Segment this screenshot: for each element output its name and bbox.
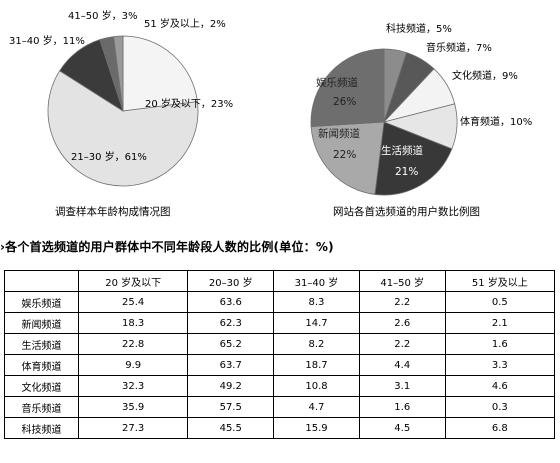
table-cell: 45.5 (187, 417, 275, 439)
row-label: 新闻频道 (4, 312, 79, 334)
row-label: 音乐频道 (4, 396, 79, 418)
table-cell: 8.2 (273, 333, 360, 355)
corner-cell (4, 270, 79, 292)
row-label: 科技频道 (4, 417, 79, 439)
channel-users-pie (310, 48, 458, 196)
table-cell: 10.8 (273, 375, 360, 397)
pie-label-news-name: 新闻频道 (318, 127, 360, 140)
table-cell: 63.6 (187, 291, 275, 313)
table-cell: 4.7 (273, 396, 360, 418)
pie-label-21-30: 21–30 岁，61% (71, 150, 147, 163)
table-row: 新闻频道 18.3 62.3 14.7 2.6 2.1 (4, 312, 556, 334)
row-label: 生活频道 (4, 333, 79, 355)
pie-label-music: 音乐频道，7% (426, 41, 492, 54)
pie-label-culture: 文化频道，9% (452, 69, 518, 82)
table-title: 各个首选频道的用户群体中不同年龄段人数的比例(单位：%) (5, 240, 334, 254)
table-cell: 6.8 (444, 417, 556, 439)
age-pie-slice-1 (47, 70, 199, 187)
table-header-row: 20 岁及以下 20–30 岁 31–40 岁 41–50 岁 51 岁及以上 (4, 270, 556, 292)
age-by-channel-table: 20 岁及以下 20–30 岁 31–40 岁 41–50 岁 51 岁及以上 … (4, 270, 556, 439)
table-row: 生活频道 22.8 65.2 8.2 2.2 1.6 (4, 333, 556, 355)
table-cell: 27.3 (77, 417, 189, 439)
pie-label-41-50: 41–50 岁，3% (68, 9, 138, 22)
table-cell: 57.5 (187, 396, 275, 418)
table-cell: 25.4 (77, 291, 189, 313)
table-cell: 4.6 (444, 375, 556, 397)
table-cell: 18.7 (273, 354, 360, 376)
pie-label-life-name: 生活频道 (381, 144, 423, 157)
age-pie-slice-0 (122, 35, 198, 112)
table-cell: 4.4 (358, 354, 446, 376)
table-cell: 2.1 (444, 312, 556, 334)
row-label: 体育频道 (4, 354, 79, 376)
table-cell: 0.5 (444, 291, 556, 313)
pie-label-ent-name: 娱乐频道 (316, 76, 358, 89)
table-row: 娱乐频道 25.4 63.6 8.3 2.2 0.5 (4, 291, 556, 313)
table-cell: 32.3 (77, 375, 189, 397)
channel-pie-slice-5 (310, 121, 385, 195)
table-cell: 49.2 (187, 375, 275, 397)
row-label: 文化频道 (4, 375, 79, 397)
pie-label-news-pct: 22% (333, 149, 356, 161)
table-cell: 65.2 (187, 333, 275, 355)
table-cell: 0.3 (444, 396, 556, 418)
column-header: 20 岁及以下 (77, 270, 189, 292)
table-cell: 9.9 (77, 354, 189, 376)
table-cell: 2.6 (358, 312, 446, 334)
table-cell: 18.3 (77, 312, 189, 334)
pie-label-51-plus: 51 岁及以上，2% (144, 17, 226, 30)
table-cell: 3.3 (444, 354, 556, 376)
table-cell: 35.9 (77, 396, 189, 418)
channel-pie-slice-4 (374, 121, 453, 196)
table-cell: 3.1 (358, 375, 446, 397)
row-label: 娱乐频道 (4, 291, 79, 313)
pie-label-under-20: 20 岁及以下，23% (145, 97, 233, 110)
column-header: 31–40 岁 (273, 270, 360, 292)
left-pie-title: 调查样本年龄构成情况图 (55, 205, 171, 218)
right-pie-title: 网站各首选频道的用户数比例图 (333, 205, 480, 218)
table-heading: ›各个首选频道的用户群体中不同年龄段人数的比例(单位：%) (0, 238, 560, 255)
table-cell: 4.5 (358, 417, 446, 439)
table-cell: 62.3 (187, 312, 275, 334)
pie-label-tech: 科技频道，5% (386, 22, 452, 35)
heading-arrow: › (0, 240, 6, 254)
table-cell: 1.6 (358, 396, 446, 418)
age-composition-pie (47, 35, 199, 187)
column-header: 41–50 岁 (358, 270, 446, 292)
age-pie-slice-4 (113, 35, 124, 112)
pie-charts-area: 41–50 岁，3% 51 岁及以上，2% 31–40 岁，11% 20 岁及以… (9, 9, 532, 218)
table-row: 音乐频道 35.9 57.5 4.7 1.6 0.3 (4, 396, 556, 418)
table-cell: 63.7 (187, 354, 275, 376)
column-header: 51 岁及以上 (444, 270, 556, 292)
table-cell: 1.6 (444, 333, 556, 355)
channel-pie-slice-6 (310, 48, 385, 128)
table-cell: 2.2 (358, 291, 446, 313)
table-row: 科技频道 27.3 45.5 15.9 4.5 6.8 (4, 417, 556, 439)
table-cell: 15.9 (273, 417, 360, 439)
table-row: 体育频道 9.9 63.7 18.7 4.4 3.3 (4, 354, 556, 376)
pie-label-life-pct: 21% (395, 166, 418, 178)
table-cell: 22.8 (77, 333, 189, 355)
table-cell: 14.7 (273, 312, 360, 334)
table-cell: 2.2 (358, 333, 446, 355)
pie-label-ent-pct: 26% (333, 96, 356, 108)
pie-label-sports: 体育频道，10% (460, 115, 532, 128)
table-row: 文化频道 32.3 49.2 10.8 3.1 4.6 (4, 375, 556, 397)
pie-label-31-40: 31–40 岁，11% (9, 34, 85, 47)
table-cell: 8.3 (273, 291, 360, 313)
column-header: 20–30 岁 (187, 270, 275, 292)
